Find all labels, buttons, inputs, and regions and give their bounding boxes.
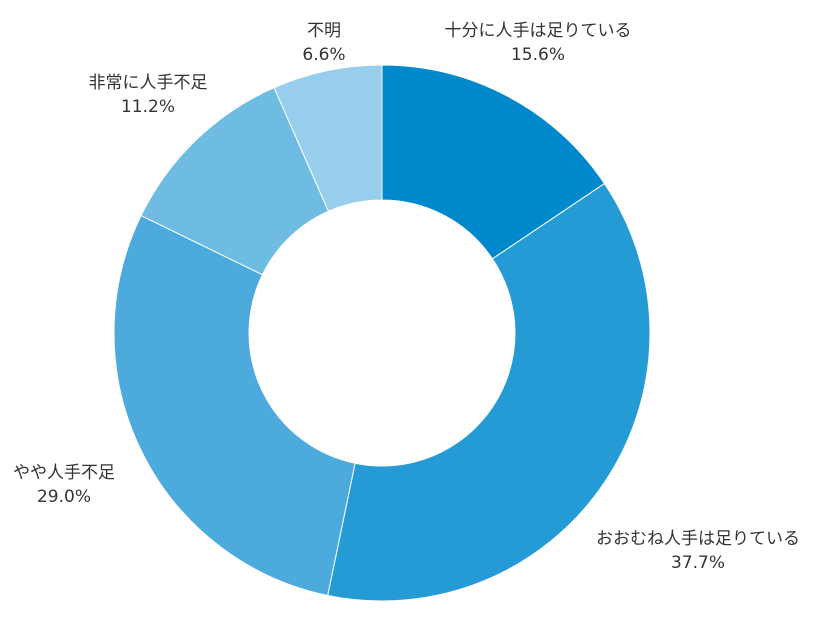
slice-3-name-label: やや人手不足: [13, 463, 115, 483]
slice-labels: 十分に人手は足りている 15.6% おおむね人手は足りている 37.7% やや人手不足 2…: [13, 21, 800, 573]
slice-2-value-label: 37.7%: [671, 553, 725, 573]
slice-2-name-label: おおむね人手は足りている: [596, 529, 800, 549]
slice-1: [381, 64, 606, 260]
slice-2: [327, 182, 651, 602]
slice-1-name-label: 十分に人手は足りている: [445, 21, 632, 41]
slice-3: [113, 214, 356, 597]
donut-slices: [113, 64, 651, 602]
slice-5-value-label: 6.6%: [302, 45, 345, 65]
slice-1-value-label: 15.6%: [511, 45, 565, 65]
slice-5-name-label: 不明: [307, 21, 341, 41]
slice-4-name-label: 非常に人手不足: [89, 73, 208, 93]
slice-5: [273, 64, 383, 212]
slice-4-value-label: 11.2%: [121, 97, 175, 117]
slice-3-value-label: 29.0%: [37, 487, 91, 507]
